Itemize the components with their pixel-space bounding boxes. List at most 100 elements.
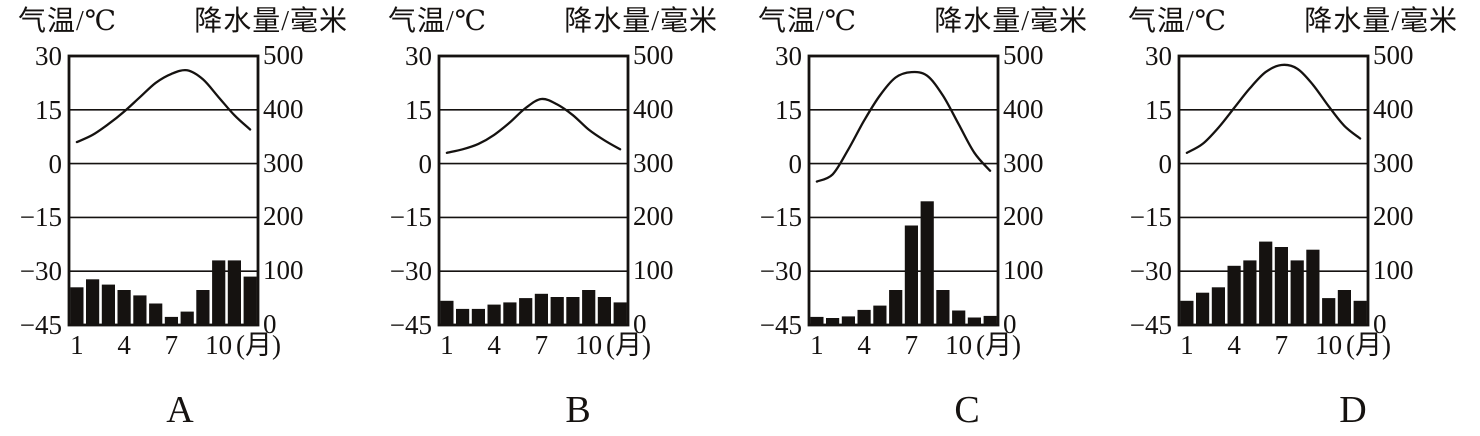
month-tick-label: 4 <box>487 330 501 360</box>
precipitation-bar <box>841 316 855 325</box>
temperature-tick-label: 30 <box>405 41 432 71</box>
temperature-tick-label: −15 <box>1129 202 1172 233</box>
precipitation-bar <box>1259 241 1273 325</box>
precipitation-bar <box>936 290 950 325</box>
climograph-plot <box>1177 54 1370 327</box>
precipitation-bar <box>70 287 84 325</box>
temperature-tick-label: 15 <box>35 94 62 125</box>
precipitation-axis-title: 降水量/毫米 <box>564 6 718 37</box>
temperature-tick-label: −30 <box>389 256 432 287</box>
chart-letter-label: B <box>565 389 591 431</box>
month-tick-label: 4 <box>117 330 131 360</box>
month-tick-label: 7 <box>164 330 179 360</box>
precipitation-bar <box>164 316 178 325</box>
temperature-tick-label: −45 <box>19 310 62 340</box>
precipitation-bar <box>967 317 981 325</box>
precipitation-bar <box>101 284 115 325</box>
temperature-tick-label: 0 <box>48 148 63 179</box>
temperature-tick-label: 15 <box>1145 94 1172 125</box>
precipitation-tick-label: 200 <box>1373 201 1414 232</box>
temperature-tick-label: −15 <box>389 202 432 233</box>
climate-chart-panel-b: 气温/℃ 降水量/毫米 30 15 0 −15 −30 −45 500 400 300 200 1… <box>370 0 740 436</box>
precipitation-bar <box>582 290 596 325</box>
precipitation-tick-label: 500 <box>263 40 304 70</box>
precipitation-tick-label: 0 <box>1003 309 1017 339</box>
temperature-tick-label: −15 <box>759 202 802 233</box>
precipitation-tick-label: 100 <box>633 255 674 286</box>
temperature-tick-label: 15 <box>405 94 432 125</box>
precipitation-tick-label: 300 <box>1003 147 1044 178</box>
precipitation-bar <box>86 279 100 325</box>
precipitation-bar <box>149 303 163 325</box>
precipitation-tick-label: 300 <box>1373 147 1414 178</box>
precipitation-bar <box>1274 247 1288 325</box>
precipitation-bar <box>889 290 903 325</box>
precipitation-bar <box>826 318 840 325</box>
climograph-plot <box>437 54 630 327</box>
precipitation-tick-label: 100 <box>1003 255 1044 286</box>
temperature-tick-label: 15 <box>775 94 802 125</box>
month-axis-unit-label: (月) <box>1346 330 1391 360</box>
temperature-curve <box>815 70 992 183</box>
precipitation-tick-label: 0 <box>633 309 647 339</box>
precipitation-tick-label: 100 <box>1373 255 1414 286</box>
precipitation-tick-label: 300 <box>263 147 304 178</box>
precipitation-tick-label: 500 <box>1003 40 1044 70</box>
month-tick-label: 7 <box>904 330 919 360</box>
precipitation-bar <box>1227 265 1241 325</box>
temperature-axis-title: 气温/℃ <box>388 6 488 37</box>
temperature-curve <box>1185 63 1362 154</box>
month-tick-label: 1 <box>440 330 454 360</box>
month-tick-label: 7 <box>534 330 549 360</box>
plot-border <box>67 54 260 327</box>
temperature-tick-label: 30 <box>775 41 802 71</box>
precipitation-bar <box>227 260 241 325</box>
temperature-tick-label: −45 <box>389 310 432 340</box>
plot-border <box>807 54 1000 327</box>
precipitation-bar <box>566 297 580 325</box>
precipitation-bar <box>597 297 611 325</box>
temperature-tick-label: −15 <box>19 202 62 233</box>
precipitation-bar <box>1196 292 1210 325</box>
precipitation-tick-label: 200 <box>1003 201 1044 232</box>
precipitation-bar <box>1211 287 1225 325</box>
precipitation-bar <box>133 295 147 325</box>
month-tick-label: 10 <box>945 330 973 360</box>
month-tick-label: 4 <box>857 330 871 360</box>
temperature-tick-label: −30 <box>1129 256 1172 287</box>
precipitation-bar <box>117 290 131 325</box>
chart-letter-label: D <box>1339 389 1367 431</box>
temperature-tick-label: −30 <box>19 256 62 287</box>
month-tick-label: 4 <box>1227 330 1241 360</box>
precipitation-tick-label: 200 <box>633 201 674 232</box>
chart-letter-label: C <box>954 389 980 431</box>
temperature-tick-label: 0 <box>418 148 433 179</box>
precipitation-bar <box>196 290 210 325</box>
chart-letter-label: A <box>166 389 194 431</box>
month-tick-label: 1 <box>1180 330 1194 360</box>
temperature-tick-label: −30 <box>759 256 802 287</box>
precipitation-tick-label: 500 <box>633 40 674 70</box>
climograph-plot <box>807 54 1000 327</box>
precipitation-bar <box>1290 260 1304 325</box>
precipitation-bar <box>212 260 226 325</box>
precipitation-tick-label: 400 <box>1373 93 1414 124</box>
climate-chart-panel-d: 气温/℃ 降水量/毫米 30 15 0 −15 −30 −45 500 400 300 200 1… <box>1110 0 1480 436</box>
temperature-curve <box>445 97 622 154</box>
precipitation-tick-label: 100 <box>263 255 304 286</box>
month-tick-label: 10 <box>575 330 603 360</box>
plot-border <box>1177 54 1370 327</box>
precipitation-tick-label: 0 <box>1373 309 1387 339</box>
precipitation-bar <box>503 302 517 325</box>
precipitation-bar <box>1180 300 1194 325</box>
temperature-curve <box>75 68 252 144</box>
temperature-tick-label: 30 <box>35 41 62 71</box>
precipitation-bar <box>1306 249 1320 325</box>
precipitation-tick-label: 400 <box>1003 93 1044 124</box>
precipitation-tick-label: 400 <box>633 93 674 124</box>
climograph-plot <box>67 54 260 327</box>
precipitation-bar <box>857 309 871 325</box>
precipitation-bar <box>1243 260 1257 325</box>
precipitation-bar <box>952 310 966 325</box>
